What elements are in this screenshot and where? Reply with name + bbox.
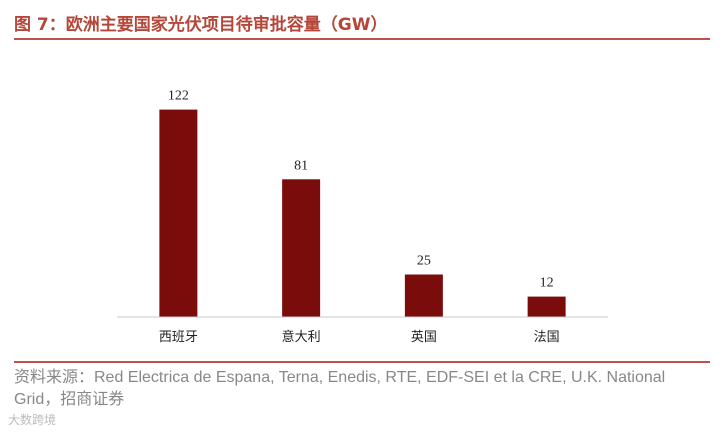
- value-label-3: 12: [540, 276, 554, 291]
- bar-1: [282, 179, 321, 317]
- category-label-2: 英国: [411, 330, 437, 345]
- category-label-0: 西班牙: [159, 330, 198, 345]
- bar-0: [159, 109, 198, 317]
- category-label-3: 法国: [534, 330, 560, 345]
- category-label-1: 意大利: [282, 329, 321, 345]
- chart-title: 图 7：欧洲主要国家光伏项目待审批容量（GW）: [14, 15, 388, 35]
- value-label-0: 122: [168, 89, 189, 104]
- value-label-2: 25: [417, 254, 431, 269]
- watermark: 大数跨境: [8, 413, 57, 427]
- bar-3: [527, 296, 566, 317]
- source-note: 资料来源：Red Electrica de Espana, Terna, Ene…: [14, 369, 666, 408]
- source-divider: [14, 361, 710, 363]
- value-label-1: 81: [294, 158, 308, 173]
- bar-chart: 122 81 25 12 西班牙 意大利 英国 法国: [117, 89, 608, 345]
- bar-2: [404, 274, 443, 317]
- title-divider: [14, 38, 710, 40]
